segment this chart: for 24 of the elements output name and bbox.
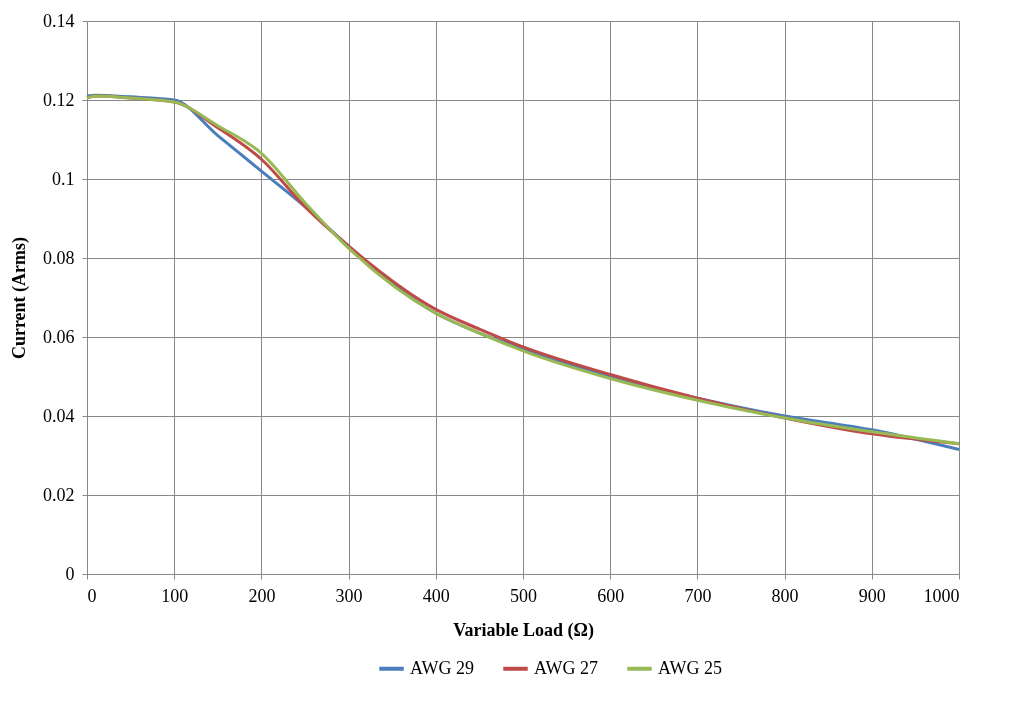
y-tick-label: 0.14	[43, 10, 75, 31]
y-axis-title: Current (Arms)	[9, 236, 30, 360]
x-tick-label: 400	[422, 585, 450, 606]
x-tick-label: 900	[858, 585, 886, 606]
y-tick-label: 0.1	[52, 168, 75, 189]
y-tick-label: 0	[65, 563, 75, 584]
y-tick-label: 0.08	[43, 247, 75, 268]
y-tick-label: 0.06	[43, 326, 75, 347]
legend-label: AWG 25	[658, 657, 723, 678]
y-tick-label: 0.04	[43, 405, 75, 426]
y-tick-label: 0.02	[43, 484, 75, 505]
x-tick-label: 100	[161, 585, 189, 606]
x-tick-label: 0	[87, 585, 97, 606]
x-tick-label: 300	[335, 585, 363, 606]
x-tick-label: 700	[684, 585, 712, 606]
legend-label: AWG 29	[410, 657, 475, 678]
x-axis-title: Variable Load (Ω)	[453, 619, 594, 641]
legend-label: AWG 27	[534, 657, 599, 678]
x-tick-label: 1000	[923, 585, 960, 606]
y-tick-label: 0.12	[43, 89, 75, 110]
x-tick-label: 800	[771, 585, 799, 606]
x-tick-label: 200	[248, 585, 276, 606]
x-tick-label: 600	[597, 585, 625, 606]
x-tick-label: 500	[510, 585, 537, 606]
